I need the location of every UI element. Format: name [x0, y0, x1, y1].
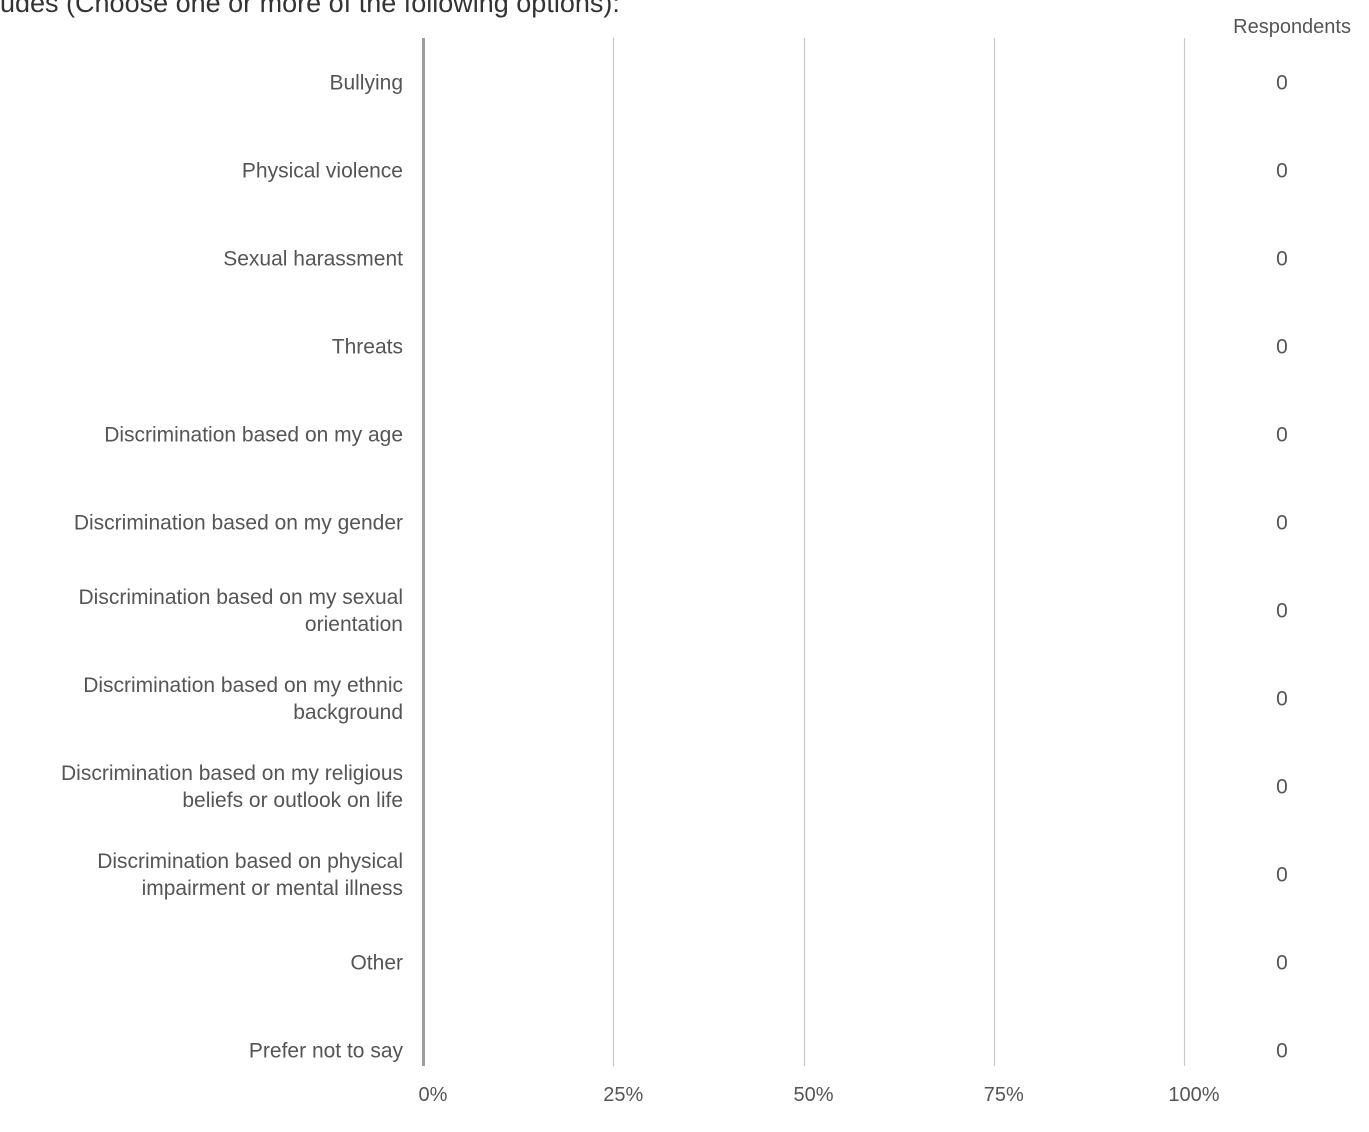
respondent-count: 0 — [1276, 1040, 1288, 1063]
respondent-count: 0 — [1276, 864, 1288, 887]
category-label: Physical violence — [242, 160, 403, 183]
respondent-count: 0 — [1276, 512, 1288, 535]
category-label: orientation — [305, 613, 403, 636]
category-label: Discrimination based on physical — [97, 850, 403, 873]
respondent-count: 0 — [1276, 72, 1288, 95]
category-label: Threats — [332, 336, 403, 359]
category-label: Discrimination based on my age — [104, 424, 403, 447]
respondent-count: 0 — [1276, 952, 1288, 975]
category-label: Prefer not to say — [249, 1040, 404, 1063]
respondent-count: 0 — [1276, 248, 1288, 271]
x-tick-label: 0% — [419, 1084, 448, 1106]
category-label: background — [293, 701, 403, 724]
x-tick-label: 75% — [984, 1084, 1024, 1106]
category-label: Discrimination based on my religious — [61, 762, 403, 785]
category-label: Discrimination based on my sexual — [79, 586, 403, 609]
category-label: Discrimination based on my gender — [74, 512, 403, 535]
respondent-count: 0 — [1276, 160, 1288, 183]
respondent-count: 0 — [1276, 600, 1288, 623]
category-label: Discrimination based on my ethnic — [83, 674, 403, 697]
respondent-count: 0 — [1276, 688, 1288, 711]
category-label: beliefs or outlook on life — [182, 789, 403, 812]
category-label: impairment or mental illness — [142, 877, 403, 900]
category-label: Other — [350, 952, 403, 975]
respondents-header: Respondents — [1233, 16, 1351, 38]
category-label: Bullying — [329, 72, 403, 95]
x-tick-label: 25% — [603, 1084, 643, 1106]
respondent-count: 0 — [1276, 424, 1288, 447]
x-tick-label: 100% — [1168, 1084, 1219, 1106]
category-label: Sexual harassment — [223, 248, 403, 271]
question-title: udes (Choose one or more of the followin… — [0, 0, 620, 18]
respondent-count: 0 — [1276, 776, 1288, 799]
respondent-count: 0 — [1276, 336, 1288, 359]
x-tick-label: 50% — [793, 1084, 833, 1106]
